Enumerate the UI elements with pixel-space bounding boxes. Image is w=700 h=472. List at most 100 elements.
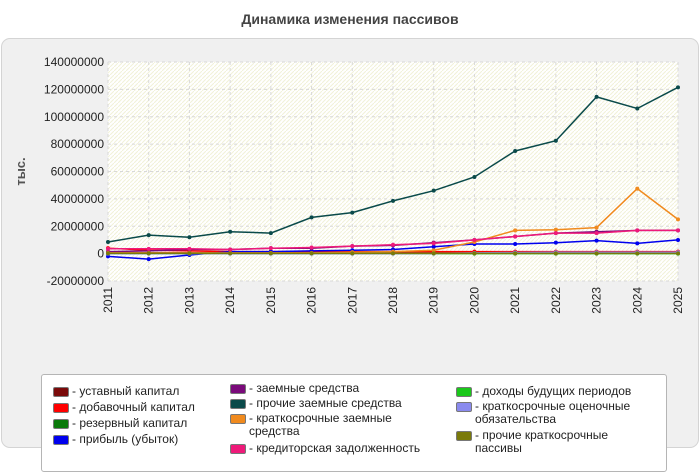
legend-label: - доходы будущих периодов [475,384,632,398]
series-point-3 [513,242,518,247]
y-tick-label: 40000000 [51,192,105,206]
legend-swatch [53,435,69,445]
legend-swatch [456,387,472,397]
series-point-10 [309,251,314,256]
legend-label: - добавочный капитал [72,400,195,414]
legend-label: - уставный капитал [72,384,180,398]
series-point-10 [431,251,436,256]
series-point-5 [635,106,640,111]
series-point-7 [553,231,558,236]
x-tick-label: 2016 [305,287,319,314]
x-tick-label: 2014 [223,287,237,314]
series-point-10 [594,251,599,256]
x-tick-label: 2019 [427,287,441,314]
series-point-7 [472,237,477,242]
series-point-5 [309,215,314,220]
x-tick-label: 2015 [264,287,278,314]
legend-item: - доходы будущих периодов [456,385,655,398]
series-point-5 [676,85,680,90]
series-point-6 [635,186,640,191]
legend-swatch [53,403,69,413]
y-tick-label: 120000000 [44,82,104,96]
legend-swatch [456,431,472,441]
series-point-3 [594,238,599,243]
series-point-5 [391,198,395,203]
x-tick-label: 2018 [386,287,400,314]
series-point-10 [553,251,558,256]
series-point-3 [431,244,436,249]
series-point-5 [146,233,151,238]
series-point-10 [106,251,110,256]
series-point-3 [553,240,558,245]
legend-item: - кредиторская задолженность [230,442,429,455]
series-point-5 [594,94,599,99]
legend-swatch [230,414,246,424]
series-point-5 [553,138,558,143]
series-point-10 [146,251,151,256]
y-tick-label: -20000000 [47,274,105,288]
series-point-10 [676,251,680,256]
legend-swatch [53,387,69,397]
x-tick-label: 2025 [671,287,685,314]
series-point-7 [431,241,436,246]
series-point-7 [350,244,355,249]
x-tick-label: 2022 [549,287,563,314]
x-tick-label: 2013 [182,287,196,314]
legend-item: - добавочный капитал [53,401,252,414]
x-tick-label: 2021 [508,287,522,314]
legend-label: - краткосрочные заемные средства [249,411,392,438]
legend-item: - краткосрочные заемные средства [230,412,429,438]
y-tick-label: 100000000 [44,110,104,124]
series-point-10 [350,251,355,256]
x-tick-label: 2011 [101,287,115,313]
series-point-5 [513,148,518,153]
legend-label: - краткосрочные оценочные обязательства [475,399,631,426]
legend-label: - прочие заемные средства [249,396,402,410]
series-point-10 [187,251,192,256]
series-point-5 [350,210,355,215]
series-point-7 [391,242,395,247]
x-tick-label: 2017 [345,287,359,314]
series-point-10 [635,251,640,256]
y-tick-label: 80000000 [51,137,105,151]
chart-svg: -20000000 0 20000000 40000000 60000000 800000… [13,55,685,314]
series-point-5 [228,229,233,234]
series-point-7 [187,246,192,251]
legend-item: - прибыль (убыток) [53,433,252,446]
series-point-5 [106,239,110,244]
series-point-3 [676,237,680,242]
series-point-10 [472,251,477,256]
legend-item: - прочие краткосрочные пассивы [456,429,655,455]
series-point-3 [635,241,640,246]
series-point-7 [268,246,273,251]
legend-item: - резервный капитал [53,417,252,430]
series-point-6 [513,228,518,233]
series-point-10 [391,251,395,256]
legend-item: - уставный капитал [53,385,252,398]
series-point-7 [513,234,518,239]
y-tick-label: 20000000 [51,219,105,233]
series-point-5 [431,188,436,193]
series-point-6 [431,248,436,253]
y-tick-label: 0 [97,247,104,261]
x-tick-label: 2012 [142,287,156,314]
legend-swatch [456,402,472,412]
series-point-10 [228,251,233,256]
series-point-7 [228,247,233,252]
legend: - уставный капитал - добавочный капитал - … [41,374,667,472]
legend-label: - прочие краткосрочные пассивы [475,428,609,455]
series-point-6 [553,227,558,232]
y-tick-label: 60000000 [51,165,105,179]
series-point-3 [106,254,110,259]
series-point-10 [268,251,273,256]
legend-swatch [53,419,69,429]
series-point-7 [309,245,314,250]
series-point-6 [676,217,680,222]
series-point-7 [635,228,640,233]
series-point-7 [106,246,110,251]
series-point-7 [676,228,680,233]
legend-item: - заемные средства [230,382,429,395]
series-point-6 [594,225,599,230]
legend-swatch [230,399,246,409]
legend-item: - краткосрочные оценочные обязательства [456,400,655,426]
